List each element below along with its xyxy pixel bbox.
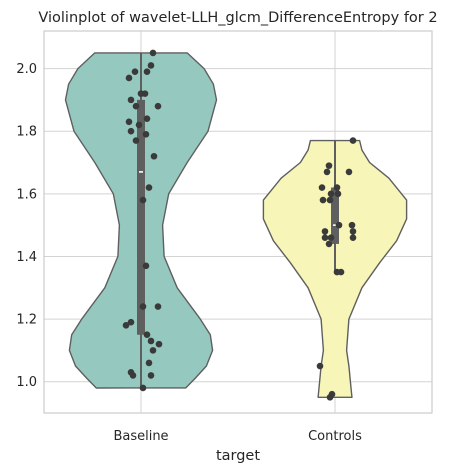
- data-point: [145, 184, 153, 191]
- data-point: [147, 337, 155, 345]
- data-point: [316, 362, 324, 370]
- data-point: [147, 62, 155, 69]
- y-tick-label: 1.0: [16, 375, 37, 390]
- data-point: [132, 137, 140, 144]
- data-point: [143, 331, 151, 339]
- data-point: [135, 121, 143, 129]
- violins: [64, 49, 408, 401]
- iqr-box: [137, 99, 145, 335]
- y-tick-label: 1.6: [16, 187, 37, 202]
- data-point: [154, 102, 162, 110]
- data-point: [319, 196, 327, 204]
- data-point: [149, 49, 157, 57]
- data-point: [127, 127, 135, 135]
- data-point: [127, 318, 135, 326]
- data-point: [334, 190, 342, 198]
- data-point: [142, 262, 150, 270]
- x-axis-label: target: [216, 448, 260, 464]
- data-point: [335, 221, 343, 229]
- data-point: [349, 228, 357, 235]
- y-tick-labels: 1.0 1.2 1.4 1.6 1.8 2.0: [16, 62, 37, 390]
- data-point: [323, 168, 331, 176]
- data-point: [328, 390, 336, 398]
- y-tick-label: 1.8: [16, 125, 37, 140]
- x-tick-labels: Baseline Controls: [113, 429, 362, 444]
- data-point: [125, 118, 133, 126]
- data-point: [349, 234, 357, 241]
- data-point: [150, 152, 158, 160]
- data-point: [155, 340, 163, 348]
- iqr-box: [331, 187, 339, 244]
- data-point: [149, 347, 157, 354]
- data-point: [325, 240, 333, 248]
- data-point: [345, 168, 353, 176]
- data-point: [348, 221, 356, 229]
- data-point: [327, 234, 335, 241]
- data-point: [154, 303, 162, 310]
- data-point: [141, 90, 149, 97]
- data-point: [143, 68, 151, 76]
- y-tick-label: 2.0: [16, 62, 37, 77]
- data-point: [147, 372, 155, 379]
- plot-frame: [43, 30, 433, 414]
- y-tick-label: 1.2: [16, 313, 37, 328]
- data-point: [325, 162, 333, 169]
- data-point: [321, 228, 329, 235]
- data-point: [139, 384, 147, 392]
- data-point: [142, 131, 150, 138]
- data-point: [122, 322, 130, 329]
- data-point: [129, 372, 137, 379]
- data-point: [145, 359, 153, 367]
- data-point: [333, 184, 341, 191]
- data-point: [125, 74, 133, 82]
- data-point: [318, 184, 326, 191]
- data-point: [333, 268, 341, 276]
- data-point: [321, 234, 329, 241]
- y-tick-label: 1.4: [16, 250, 37, 265]
- data-point: [143, 115, 151, 122]
- data-point: [139, 303, 147, 310]
- data-point: [132, 102, 140, 110]
- data-point: [131, 68, 139, 76]
- data-point: [326, 196, 334, 204]
- data-point: [327, 190, 335, 198]
- x-tick-label: Controls: [308, 429, 362, 444]
- chart-title: Violinplot of wavelet-LLH_glcm_Differenc…: [38, 10, 437, 26]
- data-point: [139, 196, 147, 204]
- data-point: [349, 137, 357, 144]
- x-tick-label: Baseline: [113, 429, 168, 444]
- data-point: [127, 96, 135, 104]
